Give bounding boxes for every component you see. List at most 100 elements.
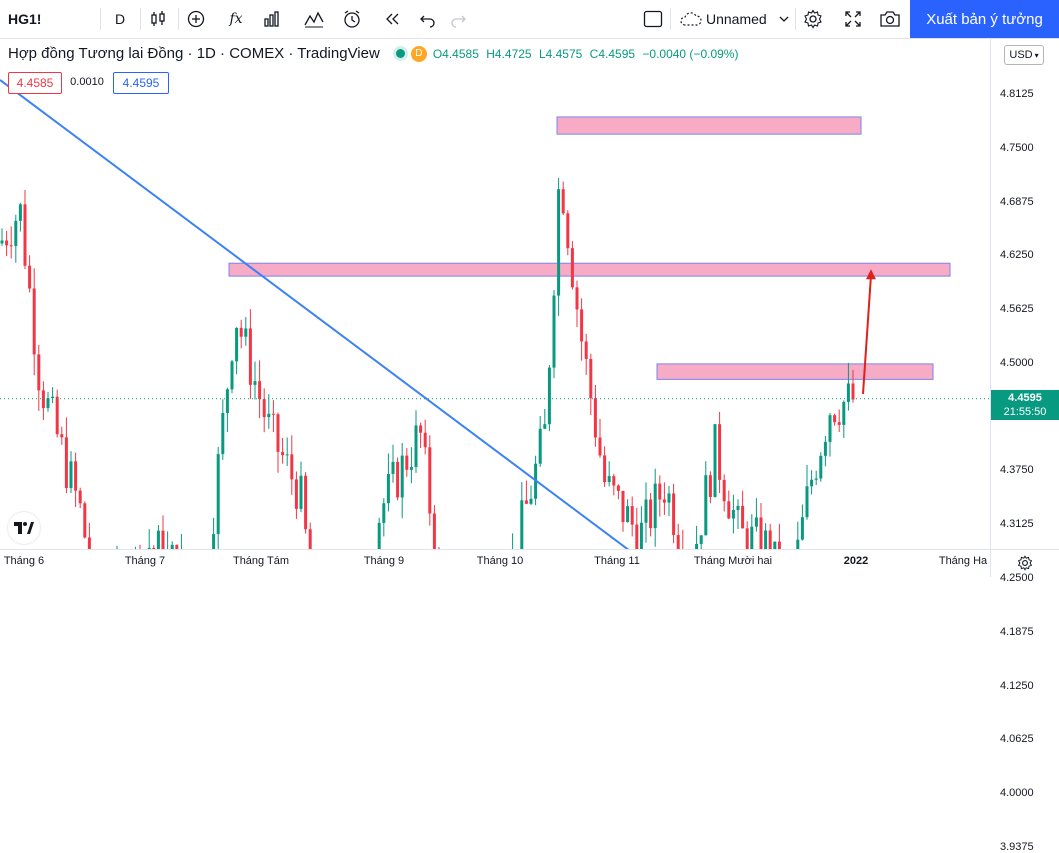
replay-icon[interactable] — [378, 0, 406, 38]
candles-style-icon[interactable] — [146, 0, 170, 38]
tradingview-logo[interactable] — [8, 512, 40, 544]
candle-body — [78, 490, 82, 504]
candle-body — [658, 483, 662, 500]
time-label: Tháng Tám — [232, 555, 290, 567]
candle-body — [708, 475, 712, 497]
bar-countdown: 21:55:50 — [1003, 405, 1047, 418]
candle-body — [432, 513, 436, 549]
toolbar-divider — [795, 8, 796, 30]
compare-icon[interactable] — [300, 0, 328, 38]
time-label: Tháng Ha — [938, 555, 988, 567]
candle-body — [699, 535, 703, 544]
candle-body — [161, 530, 165, 549]
candle-body — [0, 240, 4, 244]
price-zone-rectangle — [656, 363, 934, 380]
candle-body — [271, 413, 275, 415]
undo-icon[interactable] — [414, 0, 442, 38]
candle-body — [626, 506, 630, 523]
candle-body — [14, 220, 18, 246]
candle-body — [676, 535, 680, 549]
symbol-search-button[interactable]: HG1! — [8, 11, 42, 27]
interval-button[interactable]: D — [114, 11, 126, 27]
settings-gear-icon[interactable] — [800, 0, 826, 38]
delayed-badge: D — [410, 45, 427, 62]
price-tick-label: 4.7500 — [1000, 141, 1034, 154]
candle-body — [538, 428, 542, 464]
fullscreen-icon[interactable] — [840, 0, 866, 38]
candle-body — [649, 499, 653, 529]
candle-body — [276, 414, 280, 452]
candle-body — [561, 189, 565, 214]
candle-body — [603, 455, 607, 483]
candle-body — [304, 475, 308, 530]
add-indicator-icon[interactable] — [184, 0, 208, 38]
chevron-down-icon[interactable] — [778, 0, 790, 38]
candle-body — [750, 526, 754, 549]
candle-body — [570, 248, 574, 288]
candle-body — [552, 295, 556, 368]
market-status-icon — [395, 49, 405, 58]
candle-body — [60, 434, 64, 438]
fullscreen-layout-icon[interactable] — [640, 0, 666, 38]
camera-icon[interactable] — [876, 0, 904, 38]
candle-body — [253, 381, 257, 385]
candle-body — [414, 425, 418, 467]
candle-body — [754, 517, 758, 527]
time-label: 2022 — [843, 555, 869, 567]
low-value: L4.4575 — [538, 46, 583, 61]
buy-price-button[interactable]: 4.4595 — [113, 72, 169, 94]
candle-body — [593, 398, 597, 438]
candle-body — [290, 454, 294, 480]
candle-body — [428, 447, 432, 514]
gear-icon[interactable] — [1017, 555, 1033, 571]
sell-price-button[interactable]: 4.4585 — [8, 72, 62, 94]
annotation-arrow — [862, 275, 872, 395]
candle-body — [745, 528, 749, 549]
financials-icon[interactable] — [258, 0, 286, 38]
price-chart[interactable] — [0, 39, 990, 549]
candle-body — [598, 437, 602, 456]
indicators-fx-icon[interactable]: fx — [229, 11, 243, 27]
top-toolbar: HG1! D fx Unnamed Xuất — [0, 0, 1059, 39]
price-tick-label: 4.5000 — [1000, 356, 1034, 369]
alert-clock-icon[interactable] — [338, 0, 366, 38]
candle-body — [391, 461, 395, 474]
candle-body — [695, 543, 699, 549]
candle-body — [386, 473, 390, 504]
price-tick-label: 4.8125 — [1000, 88, 1034, 100]
candle-body — [547, 367, 551, 425]
chart-legend: Hợp đồng Tương lai Đồng · 1D · COMEX · T… — [8, 45, 742, 62]
candle-body — [805, 486, 809, 518]
layout-name[interactable]: Unnamed — [706, 11, 767, 27]
cloud-icon — [678, 0, 704, 38]
redo-icon[interactable] — [444, 0, 472, 38]
candle-body — [51, 396, 55, 399]
candle-body — [83, 503, 87, 538]
candle-body — [796, 539, 800, 549]
candle-body — [575, 287, 579, 310]
candle-body — [396, 461, 400, 498]
candle-body — [828, 415, 832, 442]
chart-pane[interactable] — [0, 39, 990, 549]
currency-selector[interactable]: USD ▾ — [1004, 45, 1044, 65]
toolbar-divider — [178, 8, 179, 30]
arrow-head-icon — [866, 269, 876, 280]
candle-body — [377, 522, 381, 549]
candle-body — [156, 530, 160, 549]
candle-body — [713, 424, 717, 497]
price-tick-label: 4.3750 — [1000, 464, 1034, 477]
axis-settings[interactable] — [990, 549, 1059, 577]
time-label: Tháng 6 — [3, 555, 45, 567]
candle-body — [741, 505, 745, 529]
candle-body — [267, 413, 271, 418]
last-price-label: 4.4595 21:55:50 — [991, 389, 1059, 420]
candle-body — [524, 500, 528, 504]
price-axis[interactable] — [990, 39, 1059, 549]
time-axis[interactable] — [0, 549, 990, 577]
spread-value: 0.0010 — [66, 72, 108, 92]
toolbar-divider — [670, 8, 671, 30]
candle-body — [667, 493, 671, 503]
candle-body — [87, 537, 91, 549]
price-tick-label: 4.1875 — [1000, 625, 1034, 638]
publish-idea-button[interactable]: Xuất bản ý tưởng — [910, 0, 1059, 38]
